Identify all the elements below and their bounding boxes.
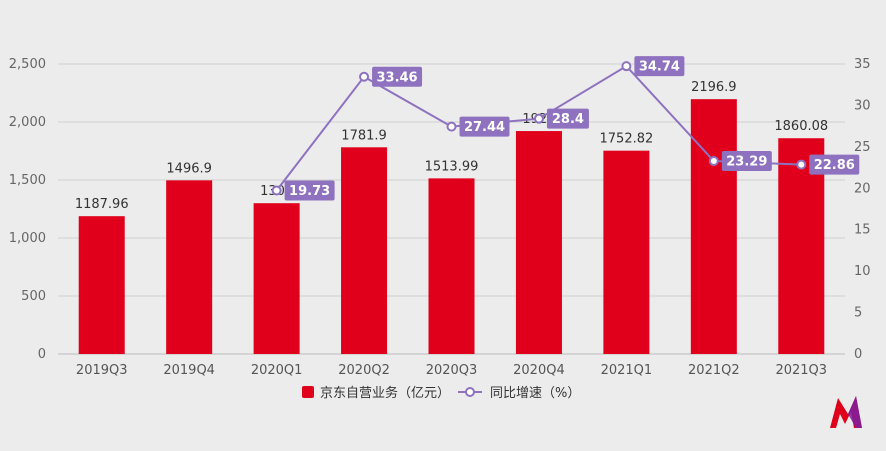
right-y-axis: 0 5 10 15 20 25 30 35 <box>854 57 871 362</box>
bar <box>78 216 125 354</box>
line-data-label: 23.29 <box>726 155 767 170</box>
bar <box>515 131 562 354</box>
bar <box>341 147 388 354</box>
left-tick-label: 2,000 <box>9 115 46 130</box>
x-axis-categories: 2019Q3 2019Q4 2020Q1 2020Q2 2020Q3 2020Q4 2021… <box>76 363 827 378</box>
x-tick-label: 2021Q1 <box>601 363 653 378</box>
line-data-label-box <box>634 56 685 77</box>
bar <box>166 180 213 354</box>
bar-data-label: 1781.9 <box>341 128 387 143</box>
line-data-label-box <box>809 154 860 175</box>
line-point <box>359 71 370 82</box>
line-data-label-box <box>459 116 510 137</box>
x-tick-label: 2020Q1 <box>251 363 303 378</box>
line-data-label-box <box>721 151 772 172</box>
legend-bar-swatch <box>302 386 314 398</box>
line-data-label-box <box>372 66 423 87</box>
x-tick-label: 2020Q3 <box>426 363 478 378</box>
bar-series <box>78 99 825 354</box>
bar-data-label: 1496.9 <box>166 161 212 176</box>
bar-data-label: 1860.08 <box>774 119 828 134</box>
line-point <box>621 61 632 72</box>
bar-data-label: 1513.99 <box>425 159 479 174</box>
line-data-label: 34.74 <box>639 60 680 75</box>
legend: 京东自营业务（亿元） 同比增速（%） <box>302 385 580 401</box>
x-tick-label: 2021Q3 <box>775 363 827 378</box>
bar <box>253 203 300 354</box>
right-tick-label: 35 <box>854 57 871 72</box>
left-tick-label: 1,000 <box>9 231 46 246</box>
line-point <box>533 113 544 124</box>
legend-line-label: 同比增速（%） <box>490 386 580 401</box>
line-data-label-box <box>284 180 335 201</box>
line-point <box>708 156 719 167</box>
right-tick-label: 15 <box>854 223 871 238</box>
left-tick-label: 1,500 <box>9 173 46 188</box>
right-tick-label: 20 <box>854 181 871 196</box>
x-tick-label: 2020Q2 <box>338 363 390 378</box>
bar <box>428 178 475 354</box>
line-data-label: 27.44 <box>464 120 505 135</box>
line-data-label: 19.73 <box>289 184 330 199</box>
right-tick-label: 0 <box>854 347 862 362</box>
line-point <box>271 185 282 196</box>
left-tick-label: 500 <box>21 289 46 304</box>
x-tick-label: 2020Q4 <box>513 363 565 378</box>
line-point <box>446 121 457 132</box>
bar <box>690 99 737 354</box>
m-logo-icon <box>830 396 862 428</box>
right-tick-label: 10 <box>854 264 871 279</box>
bar-data-label: 2196.9 <box>691 80 737 95</box>
line-data-label: 28.4 <box>552 112 584 127</box>
right-tick-label: 5 <box>854 306 862 321</box>
right-tick-label: 25 <box>854 140 871 155</box>
line-point <box>796 159 807 170</box>
legend-bar-label: 京东自营业务（亿元） <box>320 385 450 401</box>
bar <box>603 150 650 354</box>
left-y-axis: 0 500 1,000 1,500 2,000 2,500 <box>9 57 46 362</box>
x-tick-label: 2021Q2 <box>688 363 740 378</box>
bar-data-label: 1187.96 <box>75 197 129 212</box>
right-tick-label: 30 <box>854 98 871 113</box>
left-tick-label: 2,500 <box>9 57 46 72</box>
line-data-label: 22.86 <box>814 158 855 173</box>
x-tick-label: 2019Q3 <box>76 363 128 378</box>
line-series: 19.73 33.46 27.44 28.4 34.74 23.29 22.86 <box>271 56 860 201</box>
line-data-label-box <box>546 108 589 129</box>
bar-data-label: 1752.82 <box>600 132 654 147</box>
x-tick-label: 2019Q4 <box>163 363 215 378</box>
legend-line-marker <box>465 387 475 397</box>
line-data-label: 33.46 <box>376 70 417 85</box>
left-tick-label: 0 <box>38 347 46 362</box>
